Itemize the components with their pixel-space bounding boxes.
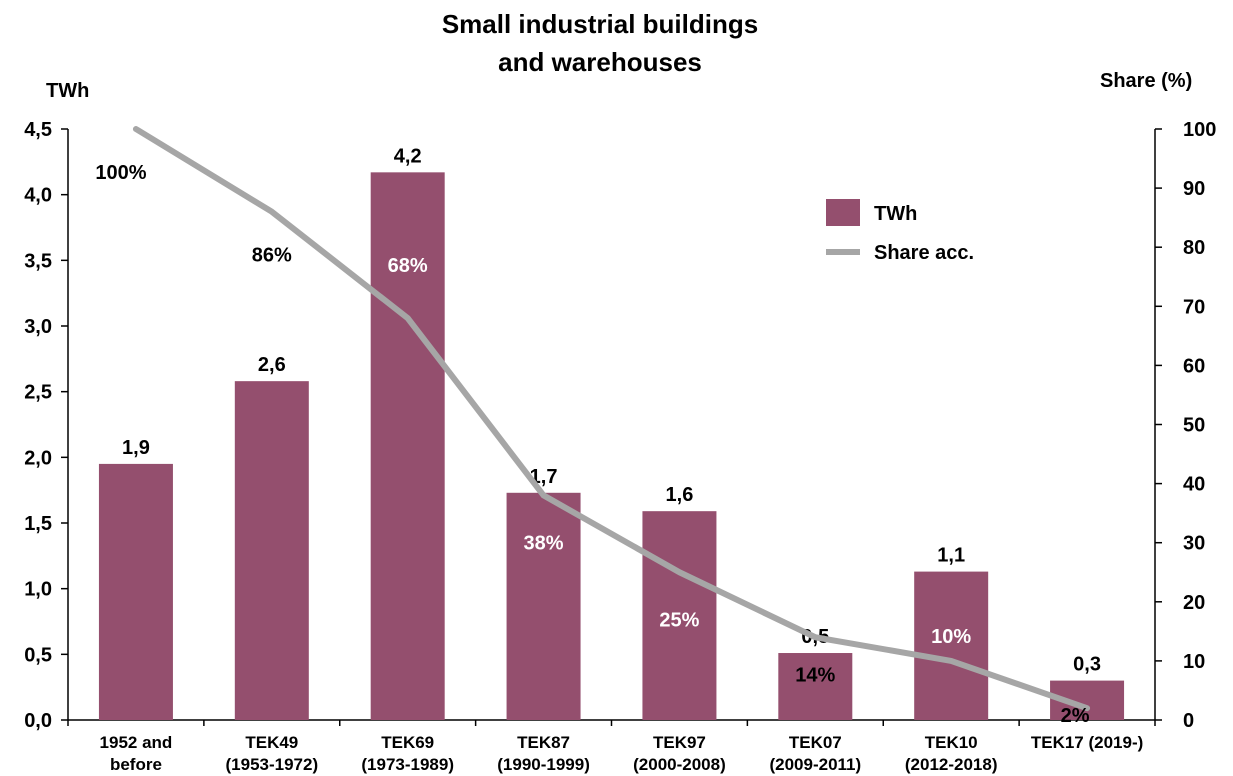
y-tick-label-right: 0 xyxy=(1183,710,1194,732)
x-tick-label: (2009-2011) xyxy=(769,755,861,774)
y-tick-label-right: 50 xyxy=(1183,415,1205,437)
x-tick-label: (2000-2008) xyxy=(633,755,726,774)
x-tick-label: TEK97 xyxy=(653,733,706,752)
x-tick-label: 1952 and xyxy=(100,733,173,752)
bar-value-label: 1,6 xyxy=(666,484,694,506)
legend-label-twh: TWh xyxy=(874,203,917,225)
y-tick-label-left: 3,0 xyxy=(24,316,52,338)
x-tick-label: (1990-1999) xyxy=(497,755,590,774)
x-tick-label: (1953-1972) xyxy=(226,755,319,774)
chart-title-line-1: Small industrial buildings xyxy=(441,9,759,39)
legend-swatch-twh xyxy=(826,199,860,226)
y-tick-label-right: 70 xyxy=(1183,296,1205,318)
x-tick-label: TEK69 xyxy=(381,733,434,752)
y-tick-label-right: 90 xyxy=(1183,178,1205,200)
legend-label-share: Share acc. xyxy=(874,242,974,264)
bar xyxy=(506,492,581,720)
x-tick-label: TEK17 (2019-) xyxy=(1031,733,1143,752)
x-tick-label: (2012-2018) xyxy=(905,755,998,774)
x-tick-label: (1973-1989) xyxy=(361,755,454,774)
x-tick-label: TEK49 xyxy=(245,733,298,752)
y-axis-right-label: Share (%) xyxy=(1100,70,1193,92)
y-tick-label-right: 20 xyxy=(1183,592,1205,614)
x-tick-label: TEK07 xyxy=(789,733,842,752)
bar xyxy=(98,463,173,720)
bar xyxy=(914,571,989,720)
share-label: 100% xyxy=(95,162,146,184)
share-line xyxy=(132,126,1091,712)
x-tick-label: TEK10 xyxy=(925,733,978,752)
chart-title-line-2: and warehouses xyxy=(498,47,702,77)
bar xyxy=(370,172,445,721)
share-label: 86% xyxy=(252,245,292,267)
bar xyxy=(642,511,717,720)
bar-value-label: 1,1 xyxy=(937,545,965,567)
x-tick-label: before xyxy=(110,755,162,774)
y-tick-label-left: 3,5 xyxy=(24,250,52,272)
y-tick-label-right: 10 xyxy=(1183,651,1205,673)
y-tick-label-right: 30 xyxy=(1183,533,1205,555)
y-tick-label-right: 40 xyxy=(1183,474,1205,496)
bar-value-label: 0,3 xyxy=(1073,654,1101,676)
share-label: 25% xyxy=(659,609,699,631)
y-tick-label-left: 2,0 xyxy=(24,447,52,469)
share-label: 14% xyxy=(795,664,835,686)
bar-value-label: 1,9 xyxy=(122,437,150,459)
y-tick-label-left: 1,5 xyxy=(24,513,52,535)
y-tick-label-left: 2,5 xyxy=(24,382,52,404)
y-tick-label-right: 60 xyxy=(1183,355,1205,377)
y-tick-label-left: 4,5 xyxy=(24,119,52,141)
bar-value-label: 4,2 xyxy=(394,145,422,167)
bar xyxy=(778,653,853,720)
bar xyxy=(234,381,309,720)
share-label: 68% xyxy=(388,255,428,277)
share-label: 38% xyxy=(524,532,564,554)
y-tick-label-left: 1,0 xyxy=(24,579,52,601)
y-tick-label-right: 100 xyxy=(1183,119,1216,141)
share-label: 2% xyxy=(1061,705,1090,727)
y-tick-label-left: 4,0 xyxy=(24,185,52,207)
y-axis-left-label: TWh xyxy=(46,80,90,102)
y-tick-label-right: 80 xyxy=(1183,237,1205,259)
share-label: 10% xyxy=(931,626,971,648)
y-tick-label-left: 0,5 xyxy=(24,644,52,666)
y-tick-label-left: 0,0 xyxy=(24,710,52,732)
x-tick-label: TEK87 xyxy=(517,733,570,752)
bar-value-label: 2,6 xyxy=(258,354,286,376)
